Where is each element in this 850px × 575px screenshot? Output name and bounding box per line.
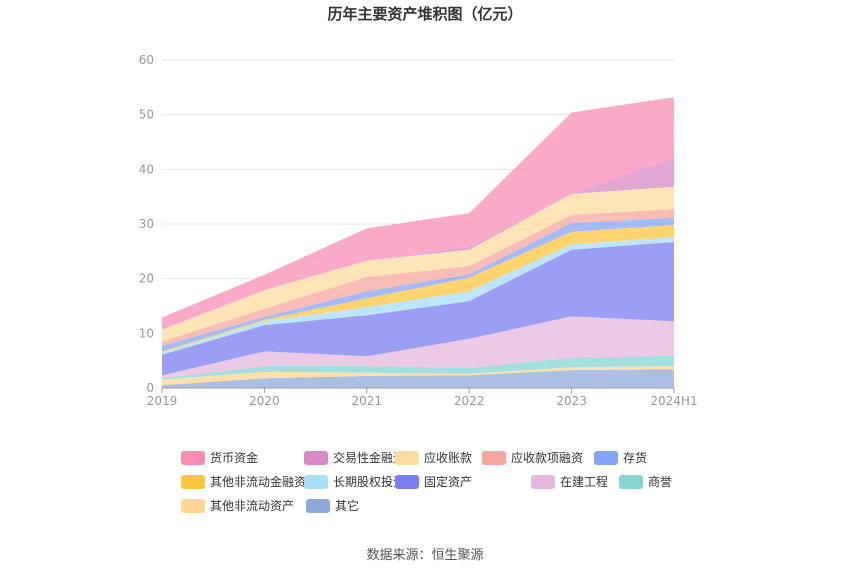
legend-swatch[interactable]: [181, 475, 205, 489]
area-series-9: [162, 186, 674, 342]
area-series-0: [162, 369, 674, 388]
data-source: 数据来源：恒生聚源: [366, 548, 483, 563]
legend-swatch[interactable]: [531, 475, 555, 489]
area-series-3: [162, 316, 674, 379]
legend-label[interactable]: 商誉: [648, 474, 672, 489]
legend-swatch[interactable]: [395, 451, 419, 465]
area-series-8: [162, 209, 674, 346]
legend-swatch[interactable]: [395, 475, 419, 489]
chart-title: 历年主要资产堆积图（亿元）: [327, 5, 522, 23]
y-tick-label: 10: [139, 326, 154, 340]
area-series-1: [162, 366, 674, 386]
legend-label[interactable]: 长期股权投资: [333, 474, 405, 489]
legend-label[interactable]: 其他非流动金融资产: [210, 474, 318, 489]
y-tick-label: 0: [146, 381, 154, 395]
legend-swatch[interactable]: [482, 451, 506, 465]
x-tick-label: 2024H1: [650, 394, 697, 408]
legend-swatch[interactable]: [594, 451, 618, 465]
legend-label[interactable]: 应收账款: [424, 450, 472, 465]
x-tick-label: 2021: [352, 394, 383, 408]
legend-label[interactable]: 存货: [623, 450, 647, 465]
y-tick-label: 40: [139, 162, 154, 176]
legend-swatch[interactable]: [306, 499, 330, 513]
x-tick-label: 2019: [147, 394, 178, 408]
y-tick-label: 60: [139, 53, 154, 67]
legend-label[interactable]: 在建工程: [560, 474, 608, 489]
legend-swatch[interactable]: [181, 451, 205, 465]
area-series-2: [162, 355, 674, 380]
legend-label[interactable]: 其它: [335, 498, 359, 513]
x-tick-label: 2023: [556, 394, 587, 408]
legend-label[interactable]: 固定资产: [424, 474, 472, 489]
x-tick-label: 2022: [454, 394, 485, 408]
legend-swatch[interactable]: [181, 499, 205, 513]
x-tick-label: 2020: [249, 394, 280, 408]
legend-swatch[interactable]: [304, 475, 328, 489]
axes: 0 10 20 30 40 50 60 2019 2020 2021 2022 2023 2024H1: [139, 53, 698, 408]
legend-swatch[interactable]: [619, 475, 643, 489]
area-series-6: [162, 225, 674, 353]
y-tick-label: 50: [139, 108, 154, 122]
area-series-7: [162, 218, 674, 352]
area-series-4: [162, 242, 674, 376]
legend-swatch[interactable]: [304, 451, 328, 465]
area-series-11: [162, 97, 674, 330]
legend-label[interactable]: 其他非流动资产: [210, 499, 294, 513]
y-tick-label: 30: [139, 217, 154, 231]
y-tick-label: 20: [139, 272, 154, 286]
legend-label[interactable]: 应收款项融资: [511, 450, 583, 465]
series-areas: [162, 97, 674, 388]
legend-label[interactable]: 货币资金: [210, 450, 258, 465]
